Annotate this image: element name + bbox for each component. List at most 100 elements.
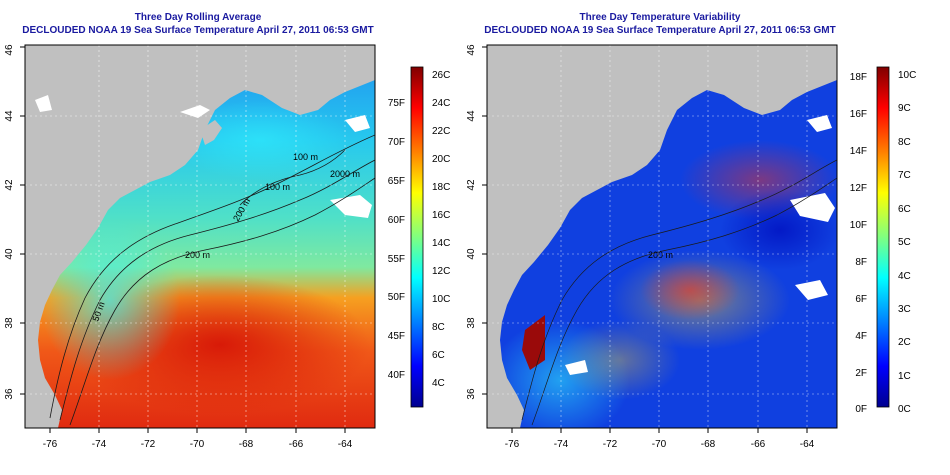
right-cb-f-4: 12F [850, 183, 867, 194]
right-colorbar-f-labels: 18F 16F 14F 12F 10F 8F 6F 4F 2F 0F [850, 72, 867, 415]
left-cb-f-2: 70F [388, 137, 405, 148]
right-contour-label-1: 200 m [648, 250, 673, 260]
left-cb-c-6: 16C [432, 210, 450, 221]
right-map-frame [486, 44, 838, 429]
left-x-tick-4: -70 [190, 439, 205, 450]
left-y-tick-6: 46 [4, 44, 15, 56]
left-land [25, 45, 375, 428]
right-contours [521, 159, 837, 426]
left-cb-f-7: 45F [388, 331, 405, 342]
right-x-tick-1: -76 [505, 439, 520, 450]
left-x-axis [49, 428, 346, 433]
right-cb-f-9: 2F [855, 368, 867, 379]
left-contours [49, 134, 375, 426]
right-y-tick-4: 42 [466, 179, 477, 191]
right-cb-f-8: 4F [855, 331, 867, 342]
right-subtitle: DECLOUDED NOAA 19 Sea Surface Temperatur… [484, 25, 835, 36]
right-cb-c-6: 5C [898, 237, 911, 248]
left-cb-c-5: 18C [432, 182, 450, 193]
left-cb-c-11: 6C [432, 350, 445, 361]
left-cb-c-2: 24C [432, 98, 450, 109]
left-cb-f-8: 40F [388, 370, 405, 381]
left-x-tick-5: -68 [239, 439, 254, 450]
left-x-tick-1: -76 [43, 439, 58, 450]
left-y-tick-5: 44 [4, 110, 15, 122]
left-cb-c-12: 4C [432, 378, 445, 389]
left-contour-label-4: 200 m [185, 250, 210, 260]
right-y-axis [482, 46, 487, 395]
left-x-tick-3: -72 [141, 439, 156, 450]
left-y-tick-4: 42 [4, 179, 15, 191]
right-cb-c-11: 0C [898, 404, 911, 415]
right-panel: Three Day Temperature Variability DECLOU… [466, 12, 916, 450]
right-cb-c-1: 10C [898, 70, 916, 81]
right-y-tick-5: 44 [466, 110, 477, 122]
left-cb-c-8: 12C [432, 266, 450, 277]
right-y-tick-3: 40 [466, 248, 477, 260]
right-x-tick-4: -70 [652, 439, 667, 450]
right-cb-f-7: 6F [855, 294, 867, 305]
right-x-tick-2: -74 [554, 439, 569, 450]
left-panel: Three Day Rolling Average DECLOUDED NOAA… [4, 12, 450, 450]
left-cb-c-3: 22C [432, 126, 450, 137]
left-x-tick-2: -74 [92, 439, 107, 450]
left-subtitle: DECLOUDED NOAA 19 Sea Surface Temperatur… [22, 25, 373, 36]
left-y-tick-1: 36 [4, 388, 15, 400]
right-cb-f-10: 0F [855, 404, 867, 415]
left-cb-c-4: 20C [432, 154, 450, 165]
left-contour-label-3: 2000 m [330, 169, 360, 179]
left-contour-label-1: 100 m [293, 152, 318, 162]
right-x-tick-5: -68 [701, 439, 716, 450]
right-y-tick-6: 46 [466, 44, 477, 56]
right-cb-c-10: 1C [898, 371, 911, 382]
right-map: 200 m [487, 45, 837, 428]
right-x-tick-6: -66 [751, 439, 766, 450]
left-y-axis [20, 46, 25, 395]
right-cb-c-8: 3C [898, 304, 911, 315]
right-cb-f-2: 16F [850, 109, 867, 120]
left-colorbar-f-labels: 75F 70F 65F 60F 55F 50F 45F 40F [388, 98, 405, 381]
right-cb-c-2: 9C [898, 103, 911, 114]
left-cb-f-5: 55F [388, 254, 405, 265]
left-x-tick-7: -64 [338, 439, 353, 450]
right-y-tick-2: 38 [466, 317, 477, 329]
right-cb-c-7: 4C [898, 271, 911, 282]
right-colorbar-c-labels: 10C 9C 8C 7C 6C 5C 4C 3C 2C 1C 0C [898, 70, 916, 415]
left-x-tick-6: -66 [289, 439, 304, 450]
right-x-tick-3: -72 [603, 439, 618, 450]
left-cb-c-7: 14C [432, 238, 450, 249]
left-cape-cod [200, 120, 222, 145]
right-x-axis [511, 428, 808, 433]
right-y-tick-1: 36 [466, 388, 477, 400]
left-cb-c-1: 26C [432, 70, 450, 81]
right-variability-3 [640, 260, 740, 320]
left-gridlines [25, 45, 375, 428]
left-cb-c-10: 8C [432, 322, 445, 333]
right-x-tick-7: -64 [800, 439, 815, 450]
right-cb-f-3: 14F [850, 146, 867, 157]
right-cb-c-9: 2C [898, 337, 911, 348]
left-y-tick-3: 40 [4, 248, 15, 260]
left-colorbar [410, 66, 424, 408]
left-map-frame [24, 44, 376, 429]
left-cb-f-1: 75F [388, 98, 405, 109]
left-clouds [35, 95, 372, 218]
right-gridlines [487, 45, 837, 428]
left-title: Three Day Rolling Average [135, 12, 262, 23]
right-cb-c-5: 6C [898, 204, 911, 215]
left-cb-f-4: 60F [388, 215, 405, 226]
right-variability-6 [560, 320, 680, 400]
right-title: Three Day Temperature Variability [580, 12, 741, 23]
right-colorbar [876, 66, 890, 408]
right-cb-f-6: 8F [855, 257, 867, 268]
left-y-tick-2: 38 [4, 317, 15, 329]
left-shelf-water [40, 220, 180, 380]
right-cb-f-5: 10F [850, 220, 867, 231]
right-land [487, 45, 837, 428]
right-cb-f-1: 18F [850, 72, 867, 83]
left-cb-f-3: 65F [388, 176, 405, 187]
left-cb-c-9: 10C [432, 294, 450, 305]
left-colorbar-c-labels: 26C 24C 22C 20C 18C 16C 14C 12C 10C 8C 6… [432, 70, 450, 389]
left-map: 100 m 100 m 2000 m 200 m 200 m 50 m [25, 45, 375, 428]
right-cb-c-4: 7C [898, 170, 911, 181]
